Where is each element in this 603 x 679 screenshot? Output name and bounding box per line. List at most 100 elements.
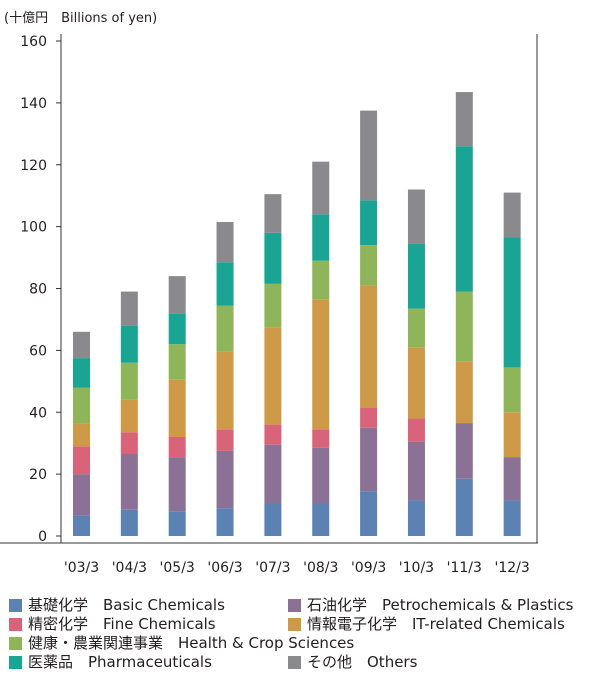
- legend-label: 基礎化学 Basic Chemicals: [28, 596, 225, 614]
- bar-segment: [73, 474, 90, 516]
- legend-swatch: [9, 599, 22, 612]
- bar-segment: [407, 347, 425, 419]
- legend-item-basic-chemicals: 基礎化学 Basic Chemicals: [9, 596, 288, 615]
- legend-label: 医薬品 Pharmaceuticals: [28, 653, 212, 671]
- bar-segment: [168, 379, 186, 437]
- legend-swatch: [288, 656, 301, 669]
- x-tick-label: '11/3: [447, 560, 482, 576]
- legend-item-health-crop-sciences: 健康・農業関連事業 Health & Crop Sciences: [9, 634, 354, 653]
- bar-segment: [503, 367, 521, 413]
- bar-segment: [407, 243, 425, 309]
- bar-segment: [120, 362, 138, 400]
- y-tick-label: 160: [20, 34, 47, 50]
- x-tick-label: '09/3: [351, 560, 386, 576]
- bar-segment: [503, 457, 521, 501]
- legend-swatch: [288, 599, 301, 612]
- bar-segment: [216, 508, 234, 536]
- x-tick-label: '05/3: [160, 560, 195, 576]
- x-axis: '03/3 '04/3 '05/3 '06/3 '07/3 '08/3 '09/3 '10/3…: [64, 560, 530, 576]
- bar-segment: [503, 412, 521, 458]
- bar-segment: [455, 146, 473, 292]
- y-tick-label: 120: [20, 158, 47, 174]
- bar-segment: [168, 276, 186, 314]
- bar-segment: [407, 189, 425, 244]
- y-axis: 0 20 40 60 80 100 120 140 160: [20, 34, 61, 545]
- legend: 基礎化学 Basic Chemicals 石油化学 Petrochemicals…: [9, 596, 603, 672]
- bar-segment: [120, 454, 138, 510]
- x-tick-label: '12/3: [495, 560, 530, 576]
- legend-label: 健康・農業関連事業 Health & Crop Sciences: [28, 634, 355, 652]
- legend-item-fine-chemicals: 精密化学 Fine Chemicals: [9, 615, 288, 634]
- legend-row: 基礎化学 Basic Chemicals 石油化学 Petrochemicals…: [9, 596, 603, 615]
- bar-segment: [312, 260, 330, 300]
- bar-segment: [455, 291, 473, 362]
- bar-segment: [503, 500, 521, 536]
- bar-segment: [216, 305, 234, 352]
- bar-segment: [360, 285, 378, 408]
- bar-segment: [168, 344, 186, 380]
- x-tick-label: '07/3: [255, 560, 290, 576]
- x-tick-label: '08/3: [303, 560, 338, 576]
- bar-segment: [503, 192, 521, 238]
- bar-segment: [168, 437, 186, 458]
- bar-segment: [264, 283, 282, 328]
- unit-label: (十億円 Billions of yen): [4, 10, 157, 26]
- x-tick-label: '03/3: [64, 560, 99, 576]
- bar-segment: [168, 457, 186, 512]
- bar-segment: [120, 432, 138, 455]
- bar-segment: [455, 478, 473, 536]
- bar-segment: [216, 429, 234, 451]
- bar-segment: [73, 387, 90, 424]
- stacked-bar-chart: (十億円 Billions of yen) 0 20 40 60 80 100 120 140…: [0, 10, 538, 576]
- legend-row: 健康・農業関連事業 Health & Crop Sciences: [9, 634, 603, 653]
- legend-label: 情報電子化学 IT-related Chemicals: [307, 615, 565, 633]
- legend-label: その他 Others: [307, 653, 418, 671]
- bar-segment: [360, 110, 378, 201]
- legend-row: 精密化学 Fine Chemicals 情報電子化学 IT-related Ch…: [9, 615, 603, 634]
- bar-segment: [216, 450, 234, 509]
- bar-segment: [312, 214, 330, 261]
- bar-segment: [168, 313, 186, 345]
- bar-segment: [360, 407, 378, 428]
- bar-segment: [73, 515, 90, 536]
- bar-segment: [312, 503, 330, 536]
- bar-segment: [312, 299, 330, 430]
- bar-segment: [73, 331, 90, 359]
- legend-row: 医薬品 Pharmaceuticals その他 Others: [9, 653, 603, 672]
- bar-segment: [360, 200, 378, 246]
- x-tick-label: '10/3: [399, 560, 434, 576]
- bar-segment: [73, 423, 90, 447]
- bar-segment: [216, 221, 234, 263]
- bar-segment: [360, 491, 378, 536]
- bar-segment: [360, 427, 378, 492]
- y-tick-label: 0: [38, 529, 47, 545]
- legend-label: 精密化学 Fine Chemicals: [28, 615, 216, 633]
- y-tick-label: 60: [29, 343, 47, 359]
- y-tick-label: 20: [29, 467, 47, 483]
- bar-segment: [312, 429, 330, 448]
- legend-item-it-related-chemicals: 情報電子化学 IT-related Chemicals: [288, 615, 565, 634]
- x-tick-label: '04/3: [112, 560, 147, 576]
- bars: [73, 92, 521, 536]
- bar-segment: [168, 511, 186, 536]
- legend-label: 石油化学 Petrochemicals & Plastics: [307, 596, 574, 614]
- bar-segment: [264, 327, 282, 425]
- bar-segment: [264, 444, 282, 504]
- bar-segment: [312, 447, 330, 504]
- bar-segment: [73, 446, 90, 475]
- bar-segment: [360, 245, 378, 286]
- bar-segment: [455, 423, 473, 479]
- bar-segment: [312, 161, 330, 215]
- x-tick-label: '06/3: [207, 560, 242, 576]
- bar-segment: [120, 509, 138, 536]
- bar-segment: [503, 237, 521, 368]
- bar-segment: [216, 262, 234, 306]
- bar-segment: [455, 361, 473, 424]
- bar-segment: [216, 351, 234, 430]
- y-tick-label: 100: [20, 220, 47, 236]
- bar-segment: [264, 424, 282, 445]
- bar-segment: [120, 291, 138, 326]
- bar-segment: [120, 399, 138, 433]
- y-tick-label: 140: [20, 96, 47, 112]
- legend-item-others: その他 Others: [288, 653, 417, 672]
